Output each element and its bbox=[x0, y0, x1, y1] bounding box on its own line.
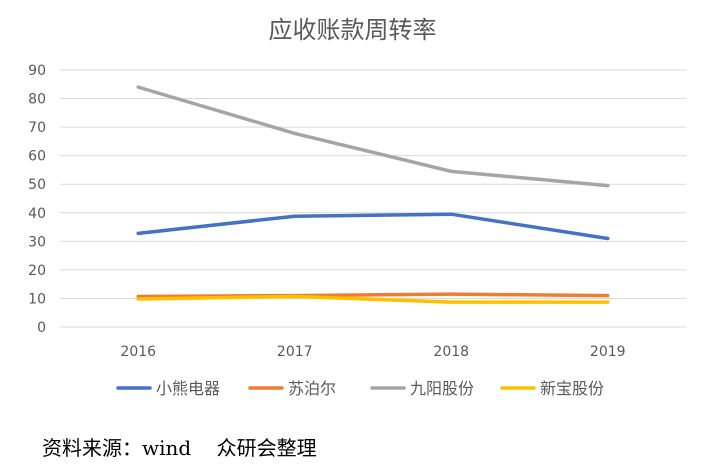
y-tick-label: 30 bbox=[28, 234, 46, 250]
y-tick-label: 70 bbox=[28, 120, 46, 136]
legend-item-3: 新宝股份 bbox=[500, 379, 604, 398]
data-point bbox=[606, 293, 610, 298]
y-tick-label: 10 bbox=[28, 291, 46, 307]
x-tick-label: 2017 bbox=[277, 344, 313, 360]
data-point bbox=[449, 212, 453, 216]
y-axis-tick-labels: 0 10 20 30 40 50 60 70 80 90 bbox=[28, 63, 46, 336]
series-line-2 bbox=[136, 85, 610, 188]
legend-item-0: 小熊电器 bbox=[116, 379, 220, 398]
data-point bbox=[293, 294, 297, 299]
series-line-3 bbox=[136, 294, 610, 304]
data-point bbox=[449, 292, 453, 296]
y-tick-label: 20 bbox=[28, 263, 46, 279]
data-point bbox=[293, 131, 297, 135]
series-lines bbox=[136, 85, 610, 304]
data-point bbox=[449, 169, 453, 173]
y-tick-label: 40 bbox=[28, 206, 46, 222]
chart: 应收账款周转率 0 10 20 30 40 50 60 70 80 90 2016 2017 2018… bbox=[28, 16, 686, 398]
series-line-1 bbox=[136, 292, 610, 299]
legend-label: 九阳股份 bbox=[410, 379, 474, 398]
chart-title: 应收账款周转率 bbox=[268, 16, 437, 44]
data-point bbox=[449, 300, 453, 304]
gridlines bbox=[60, 69, 686, 328]
legend: 小熊电器 苏泊尔 九阳股份 新宝股份 bbox=[116, 379, 604, 398]
series-line-0 bbox=[136, 212, 610, 241]
x-axis-tick-labels: 2016 2017 2018 2019 bbox=[120, 344, 625, 360]
legend-label: 苏泊尔 bbox=[288, 379, 336, 398]
legend-item-1: 苏泊尔 bbox=[248, 379, 336, 398]
data-point bbox=[293, 214, 297, 218]
data-point bbox=[136, 297, 140, 301]
y-tick-label: 50 bbox=[28, 177, 46, 193]
data-point bbox=[136, 85, 140, 89]
y-tick-label: 0 bbox=[37, 320, 46, 336]
legend-label: 新宝股份 bbox=[540, 379, 604, 398]
data-point bbox=[136, 294, 140, 299]
data-point bbox=[606, 184, 610, 188]
legend-label: 小熊电器 bbox=[156, 379, 220, 398]
source-note: 资料来源：wind 众研会整理 bbox=[42, 436, 317, 460]
x-tick-label: 2018 bbox=[433, 344, 469, 360]
data-point bbox=[136, 231, 140, 235]
data-point bbox=[606, 300, 610, 304]
y-tick-label: 60 bbox=[28, 149, 46, 165]
chart-plot: 0 10 20 30 40 50 60 70 80 90 2016 2017 2018 2019 小熊电… bbox=[28, 63, 686, 398]
y-tick-label: 80 bbox=[28, 92, 46, 108]
x-tick-label: 2016 bbox=[120, 344, 156, 360]
y-tick-label: 90 bbox=[28, 63, 46, 79]
legend-item-2: 九阳股份 bbox=[370, 379, 474, 398]
x-tick-label: 2019 bbox=[590, 344, 626, 360]
data-point bbox=[606, 236, 610, 241]
